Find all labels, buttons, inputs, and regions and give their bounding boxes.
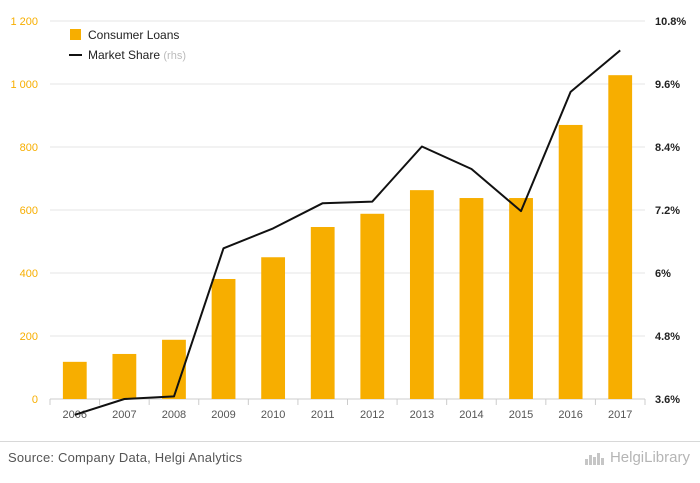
y-left-tick-label: 400: [20, 268, 38, 280]
x-tick-label: 2016: [558, 409, 582, 421]
bar: [360, 213, 385, 399]
x-tick-label: 2013: [410, 409, 434, 421]
market-share-line: [74, 49, 621, 416]
bar: [62, 361, 87, 399]
y-right-tick-label: 9.6%: [655, 79, 680, 91]
bar: [608, 75, 633, 400]
x-tick-label: 2017: [608, 409, 632, 421]
x-tick-label: 2011: [311, 409, 335, 421]
y-right-tick-label: 8.4%: [655, 142, 680, 154]
y-right-tick-label: 6%: [655, 268, 671, 280]
y-right-tick-label: 4.8%: [655, 331, 680, 343]
x-tick-label: 2008: [162, 409, 186, 421]
x-tick-label: 2007: [112, 409, 136, 421]
building-icon: [584, 452, 604, 465]
bar: [261, 257, 286, 399]
bar: [310, 227, 335, 399]
brand-name: HelgiLibrary: [609, 449, 690, 466]
bar: [558, 124, 583, 399]
footer-divider: [0, 441, 700, 442]
bar: [162, 339, 186, 399]
legend-label-market-share: Market Share (rhs): [88, 48, 186, 62]
y-right-tick-label: 10.8%: [655, 16, 686, 28]
y-right-tick-label: 7.2%: [655, 205, 680, 217]
brand-logo[interactable]: HelgiLibrary: [584, 449, 690, 466]
x-tick-label: 2015: [509, 409, 533, 421]
bar: [211, 278, 236, 399]
chart-svg: 0 200 400 600 800 1 000 1 200 3.6% 4.8% 6% 7.2% 8.4…: [10, 16, 686, 421]
y-left-tick-label: 200: [20, 331, 38, 343]
source-note: Source: Company Data, Helgi Analytics: [8, 450, 243, 465]
x-tick-label: 2006: [63, 409, 87, 421]
bar: [509, 198, 533, 399]
x-tick-label: 2014: [459, 409, 483, 421]
x-tick-label: 2009: [211, 409, 235, 421]
y-left-tick-label: 600: [20, 205, 38, 217]
y-left-tick-label: 1 200: [10, 16, 38, 28]
x-tick-label: 2012: [360, 409, 384, 421]
y-left-tick-label: 1 000: [10, 79, 38, 91]
legend-rhs-note: (rhs): [163, 50, 186, 62]
x-tick-label: 2010: [261, 409, 285, 421]
bar: [459, 198, 484, 399]
y-left-tick-label: 0: [32, 394, 38, 406]
bar: [409, 190, 434, 399]
y-right-tick-label: 3.6%: [655, 394, 680, 406]
bar: [112, 353, 137, 399]
legend-label-consumer-loans: Consumer Loans: [88, 28, 179, 42]
legend-swatch-consumer-loans: [70, 29, 81, 40]
y-left-tick-label: 800: [20, 142, 38, 154]
